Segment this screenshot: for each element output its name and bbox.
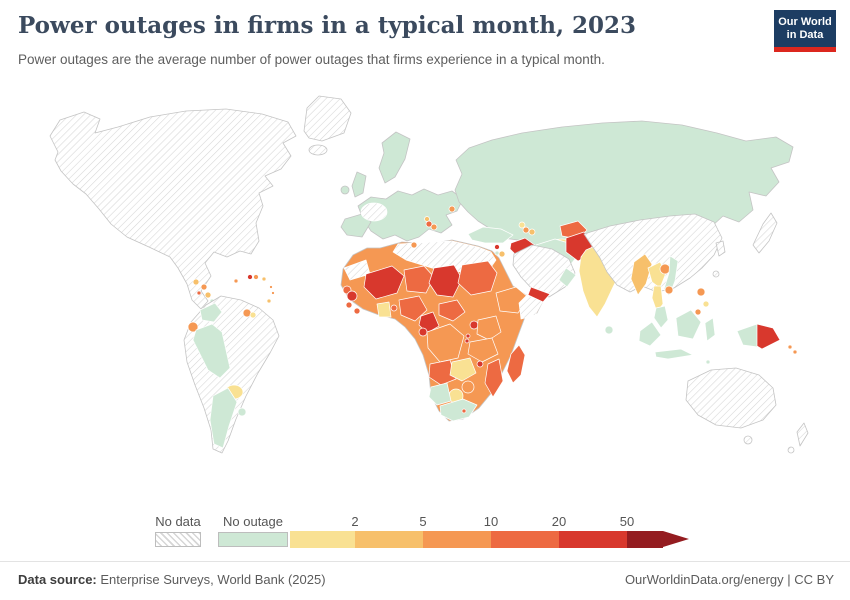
map-region-africa[interactable]	[340, 239, 544, 422]
legend-bin-20-50[interactable]	[559, 531, 627, 548]
map-region-oceania[interactable]	[685, 367, 809, 454]
page-subtitle: Power outages are the average number of …	[18, 52, 605, 67]
legend-no-outage-label: No outage	[223, 514, 283, 529]
legend-tick-5: 5	[419, 514, 427, 529]
legend-bin-5-10[interactable]	[423, 531, 491, 548]
legend-arrow-tip	[663, 531, 689, 547]
legend-color-bar[interactable]	[290, 531, 689, 548]
map-region-east-asia[interactable]	[583, 212, 778, 293]
map-region-south-america[interactable]	[183, 295, 280, 454]
owid-logo[interactable]: Our World in Data	[774, 10, 836, 52]
legend-no-data-swatch[interactable]	[155, 532, 201, 547]
legend-bin-0-2[interactable]	[290, 531, 355, 548]
legend-tick-10: 10	[483, 514, 499, 529]
legend-bin-50-plus[interactable]	[627, 531, 663, 548]
data-source-value[interactable]: Enterprise Surveys, World Bank (2025)	[96, 572, 326, 587]
map-region-southeast-asia[interactable]	[630, 253, 798, 365]
license-link[interactable]: OurWorldinData.org/energy | CC BY	[624, 572, 834, 587]
footer: Data source: Enterprise Surveys, World B…	[0, 561, 850, 600]
legend-no-outage-swatch[interactable]	[218, 532, 288, 547]
legend-bin-2-5[interactable]	[355, 531, 423, 548]
data-source-label: Data source:	[18, 572, 97, 587]
owid-logo-red-bar	[774, 47, 836, 52]
legend-no-data-label: No data	[155, 514, 201, 529]
legend-tick-2: 2	[351, 514, 359, 529]
legend-tick-20: 20	[551, 514, 567, 529]
owid-logo-line2: in Data	[786, 29, 824, 41]
page-title: Power outages in firms in a typical mont…	[18, 12, 637, 39]
map-region-europe[interactable]	[340, 131, 464, 242]
owid-logo-line1: Our World	[778, 16, 832, 28]
map-region-north-america[interactable]	[49, 95, 352, 310]
legend-bin-10-20[interactable]	[491, 531, 559, 548]
data-source-line: Data source: Enterprise Surveys, World B…	[18, 572, 326, 587]
legend-tick-50: 50	[619, 514, 635, 529]
